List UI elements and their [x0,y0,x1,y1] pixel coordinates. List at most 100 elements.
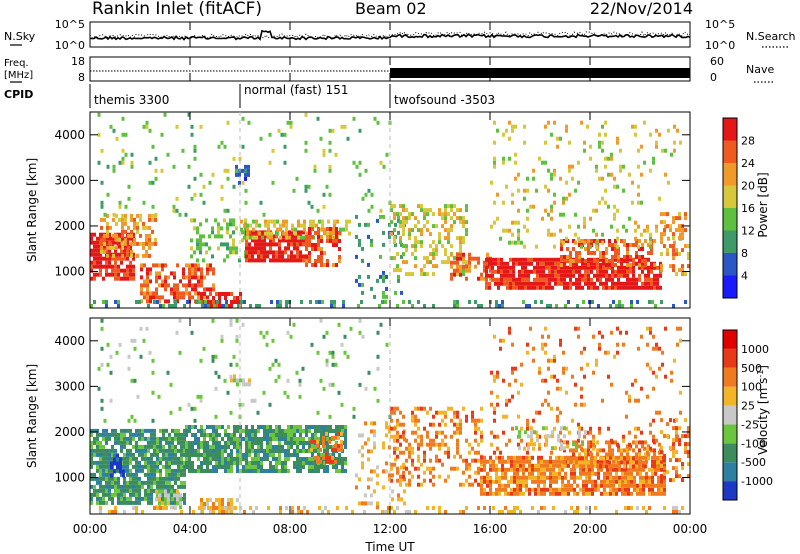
heatmap-cell [388,473,391,478]
heatmap-cell [278,254,281,259]
heatmap-cell [297,223,300,228]
heatmap-cell [657,487,660,492]
heatmap-cell [266,254,269,259]
heatmap-cell [212,433,215,437]
heatmap-cell [135,488,138,493]
heatmap-cell [660,418,663,423]
heatmap-cell [675,426,678,431]
heatmap-cell [595,164,598,169]
heatmap-cell [592,438,595,443]
heatmap-cell [105,428,108,433]
heatmap-cell [679,390,682,395]
heatmap-cell [438,422,441,427]
heatmap-cell [144,460,147,465]
heatmap-cell [505,414,508,419]
heatmap-cell [402,216,405,221]
heatmap-cell [441,418,444,423]
heatmap-cell [254,441,257,445]
heatmap-cell [508,382,511,387]
heatmap-cell [491,273,494,278]
heatmap-cell [638,247,641,251]
heatmap-cell [551,269,554,274]
heatmap-cell [465,506,468,510]
heatmap-cell [601,148,604,153]
heatmap-cell [468,466,471,471]
heatmap-cell [235,168,239,173]
heatmap-cell [444,252,447,257]
heatmap-cell [679,232,682,237]
heatmap-cell [203,502,206,506]
heatmap-cell [103,237,106,242]
heatmap-cell [185,441,188,445]
heatmap-cell [99,500,102,505]
heatmap-cell [514,378,517,383]
heatmap-cell [120,260,123,265]
heatmap-cell [296,254,299,259]
heatmap-cell [609,483,612,488]
heatmap-cell [620,273,623,278]
heatmap-cell [429,260,432,265]
heatmap-cell [575,285,578,290]
heatmap-cell [523,244,526,249]
heatmap-cell [200,292,203,296]
heatmap-cell [90,264,93,269]
heatmap-cell [200,275,203,280]
heatmap-cell [281,449,284,453]
heatmap-cell [651,471,654,476]
heatmap-cell [382,274,385,279]
heatmap-cell [625,330,628,335]
heatmap-cell [333,235,336,240]
heatmap-cell [120,444,123,449]
heatmap-cell [483,260,486,265]
heatmap-cell [244,164,247,169]
heatmap-cell [129,452,132,457]
heatmap-cell [638,460,641,465]
heatmap-cell [191,449,194,453]
heatmap-cell [320,437,323,441]
heatmap-cell [539,261,542,266]
heatmap-cell [664,374,667,379]
heatmap-cell [647,456,650,461]
heatmap-cell [402,208,405,213]
heatmap-cell [626,255,629,259]
heatmap-cell [493,406,496,411]
colorbar-swatch [723,140,737,163]
heatmap-cell [106,253,109,258]
heatmap-cell [135,448,138,453]
heatmap-cell [373,429,376,434]
heatmap-cell [504,491,507,496]
heatmap-cell [108,256,111,261]
heatmap-cell [254,437,257,441]
heatmap-cell [569,460,572,465]
heatmap-cell [183,452,186,457]
heatmap-cell [299,238,302,243]
heatmap-cell [260,242,263,247]
heatmap-cell [311,437,314,441]
heatmap-cell [358,222,361,227]
heatmap-cell [516,467,519,472]
heatmap-cell [567,463,570,468]
heatmap-cell [566,239,569,243]
heatmap-cell [335,227,338,231]
heatmap-cell [615,491,618,496]
heatmap-cell [302,445,305,449]
heatmap-cell [529,204,532,209]
heatmap-cell [114,252,117,257]
heatmap-cell [204,304,207,308]
heatmap-cell [583,220,586,225]
heatmap-cell [474,450,477,455]
heatmap-cell [577,422,580,427]
heatmap-cell [218,453,221,457]
heatmap-cell [596,269,599,274]
heatmap-cell [174,480,177,485]
heatmap-cell [215,292,218,296]
heatmap-cell [564,471,567,476]
heatmap-cell [96,496,99,501]
heatmap-cell [552,479,555,484]
heatmap-cell [126,480,129,485]
heatmap-cell [489,463,492,468]
heatmap-cell [233,300,236,304]
heatmap-cell [578,259,581,263]
heatmap-cell [100,180,104,185]
heatmap-cell [578,460,581,465]
